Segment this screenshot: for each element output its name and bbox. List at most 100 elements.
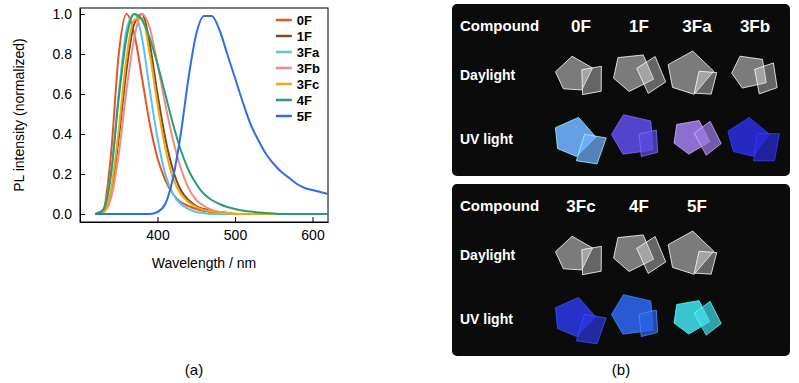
crystal-photo xyxy=(728,117,779,161)
x-tick-label: 500 xyxy=(224,227,248,243)
crystal-photo xyxy=(555,236,601,274)
photo-group: Compound 0F 1F 3Fa 3Fb Daylight UV light xyxy=(452,4,790,176)
crystal-photo xyxy=(668,51,717,94)
y-tick: 1.0 xyxy=(53,6,85,22)
y-axis-line xyxy=(80,9,81,223)
crystal-photo xyxy=(611,295,657,337)
crystal xyxy=(694,121,721,155)
crystal-photo xyxy=(555,297,606,343)
legend-entry: 3Fc xyxy=(276,77,319,92)
y-tick-label: 1.0 xyxy=(53,6,73,22)
crystal-photo xyxy=(611,115,657,157)
crystal xyxy=(576,314,606,343)
series-lines xyxy=(96,14,329,214)
y-tick: 0.2 xyxy=(53,166,85,182)
y-tick-mark xyxy=(80,214,85,215)
legend-label: 1F xyxy=(297,29,312,44)
legend: 0F1F3Fa3Fb3Fc4F5F xyxy=(276,13,320,124)
y-tick-mark xyxy=(80,174,85,175)
legend-label: 0F xyxy=(297,13,312,28)
crystal xyxy=(694,71,716,94)
series-line xyxy=(96,18,329,214)
legend-label: 4F xyxy=(297,93,312,108)
legend-swatch xyxy=(276,99,292,102)
panel-caption: (a) xyxy=(185,361,203,378)
crystal-photo xyxy=(614,235,666,273)
legend-swatch xyxy=(276,67,292,70)
series-line xyxy=(96,14,329,214)
series-line xyxy=(96,14,329,214)
x-tick: 600 xyxy=(301,217,325,243)
x-tick-label: 600 xyxy=(301,227,325,243)
photo-group: Compound3Fc4F5FDaylightUV light xyxy=(452,184,790,356)
y-tick-label: 0.0 xyxy=(53,206,73,222)
column-header: Compound xyxy=(460,197,539,214)
compound-name: 3Fa xyxy=(682,17,712,36)
crystal xyxy=(582,66,602,94)
crystal xyxy=(576,134,606,163)
legend-label: 3Fb xyxy=(297,61,320,76)
crystal xyxy=(753,134,779,161)
row-label: UV light xyxy=(460,131,513,147)
crystal-photo xyxy=(668,231,717,274)
row-label: UV light xyxy=(460,311,513,327)
y-axis: 0.0 0.2 0.4 0.6 0.8 1.0 xyxy=(53,6,85,223)
legend-entry: 4F xyxy=(276,93,312,108)
crystal xyxy=(639,310,658,336)
compound-name: 1F xyxy=(629,17,649,36)
crystal xyxy=(639,130,658,156)
series-line xyxy=(96,14,329,214)
x-tick: 500 xyxy=(224,217,248,243)
legend-entry: 3Fb xyxy=(276,61,320,76)
crystal xyxy=(694,301,721,335)
legend-swatch xyxy=(276,115,292,118)
x-tick-mark xyxy=(313,217,314,222)
figure: 400 500 600 0.0 0.2 0.4 0.6 0.8 1.0 Wavelength / … xyxy=(0,0,799,383)
y-tick-label: 0.4 xyxy=(53,126,73,142)
compound-name: 0F xyxy=(571,17,591,36)
y-tick: 0.4 xyxy=(53,126,85,142)
y-tick-label: 0.8 xyxy=(53,46,73,62)
legend-swatch xyxy=(276,35,292,38)
legend-entry: 0F xyxy=(276,13,312,28)
y-tick: 0.0 xyxy=(53,206,85,222)
crystal-photo xyxy=(555,117,606,163)
row-label: Daylight xyxy=(460,67,516,83)
crystal-photo xyxy=(614,55,666,93)
x-axis: 400 500 600 xyxy=(81,217,329,243)
x-tick: 400 xyxy=(146,217,170,243)
y-tick: 0.6 xyxy=(53,86,85,102)
crystal-photo xyxy=(555,56,601,94)
x-tick-label: 400 xyxy=(146,227,170,243)
column-header: Compound xyxy=(460,17,539,34)
x-tick-mark xyxy=(158,217,159,222)
legend-swatch xyxy=(276,19,292,22)
legend-entry: 1F xyxy=(276,29,312,44)
y-tick-mark xyxy=(80,134,85,135)
y-tick-mark xyxy=(80,94,85,95)
compound-name: 3Fc xyxy=(566,197,595,216)
y-axis-title: PL intensity (normalized) xyxy=(11,38,27,192)
group-background xyxy=(452,4,790,176)
x-axis-line xyxy=(81,222,329,223)
legend-label: 3Fa xyxy=(297,45,320,60)
series-line xyxy=(96,14,329,214)
crystal xyxy=(755,63,777,94)
crystal xyxy=(637,237,666,274)
series-line xyxy=(96,14,329,214)
y-tick-label: 0.2 xyxy=(53,166,73,182)
legend-label: 5F xyxy=(297,109,312,124)
x-tick-mark xyxy=(235,217,236,222)
crystal xyxy=(637,57,666,94)
crystal-photo xyxy=(732,56,777,94)
plot-frame xyxy=(80,8,328,222)
legend-entry: 3Fa xyxy=(276,45,320,60)
y-tick-label: 0.6 xyxy=(53,86,73,102)
legend-swatch xyxy=(276,51,292,54)
compound-name: 3Fb xyxy=(740,17,770,36)
crystal xyxy=(694,251,716,274)
crystal-photo xyxy=(674,301,721,336)
x-axis-title: Wavelength / nm xyxy=(152,255,257,271)
compound-name: 4F xyxy=(629,197,649,216)
group-background xyxy=(452,184,790,356)
